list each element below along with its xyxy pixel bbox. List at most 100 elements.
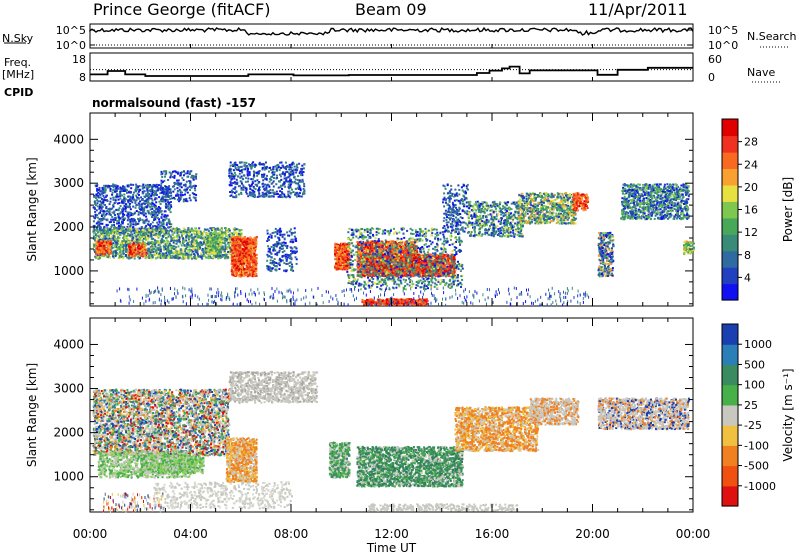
power-cell <box>124 186 126 188</box>
power-cell <box>229 184 231 186</box>
power-cell <box>102 201 104 203</box>
power-cell <box>270 189 272 191</box>
power-cell <box>303 185 305 187</box>
power-cell <box>146 237 148 239</box>
power-cell <box>272 250 274 252</box>
power-cell <box>98 224 100 226</box>
power-cell <box>107 229 109 231</box>
power-cell <box>219 246 221 248</box>
power-cell <box>258 193 260 195</box>
power-cell <box>179 230 181 232</box>
power-cell <box>148 212 150 214</box>
power-cell <box>241 233 243 235</box>
power-cell <box>110 198 112 200</box>
power-cell <box>170 201 172 203</box>
power-cell <box>121 244 123 246</box>
power-cell <box>299 172 301 174</box>
power-cell <box>185 231 187 233</box>
power-cell <box>252 161 254 163</box>
power-cell <box>101 253 103 255</box>
power-cell <box>297 193 299 195</box>
power-cell <box>192 238 194 240</box>
power-cell <box>231 184 233 186</box>
power-cell <box>149 203 151 205</box>
power-cell <box>289 230 291 232</box>
power-cell <box>270 169 272 171</box>
power-cell <box>98 212 100 214</box>
power-cell <box>291 189 293 191</box>
power-cell <box>97 205 99 207</box>
power-cell <box>95 197 97 199</box>
power-cell <box>258 182 260 184</box>
power-cell <box>118 199 120 201</box>
power-cell <box>123 245 125 247</box>
power-cell <box>177 199 179 201</box>
power-cell <box>164 246 166 248</box>
power-cell <box>130 192 132 194</box>
power-cell <box>204 238 206 240</box>
power-cell <box>303 167 305 169</box>
power-cell <box>180 248 182 250</box>
power-cell <box>233 169 235 171</box>
power-cell <box>245 162 247 164</box>
power-cell <box>119 251 121 253</box>
power-cell <box>123 196 125 198</box>
power-cell <box>263 163 265 165</box>
power-cell <box>117 188 119 190</box>
power-cell <box>275 183 277 185</box>
power-cell <box>239 271 241 273</box>
power-cell <box>195 199 197 201</box>
power-cell <box>233 188 235 190</box>
power-cell <box>235 249 237 251</box>
power-cell <box>181 177 183 179</box>
power-cell <box>96 202 98 204</box>
power-cell <box>194 236 196 238</box>
power-cell <box>111 194 113 196</box>
power-cell <box>180 242 182 244</box>
power-cell <box>181 252 183 254</box>
power-cell <box>167 199 169 201</box>
power-cell <box>248 163 250 165</box>
power-cell <box>119 230 121 232</box>
power-cell <box>251 166 253 168</box>
power-cell <box>137 243 139 245</box>
power-cell <box>165 248 167 250</box>
power-cell <box>160 222 162 224</box>
power-cell <box>138 253 140 255</box>
power-cell <box>160 203 162 205</box>
power-cell <box>187 170 189 172</box>
power-cell <box>237 175 239 177</box>
power-cell <box>160 225 162 227</box>
power-cell <box>109 221 111 223</box>
power-cell <box>215 256 217 258</box>
power-cell <box>189 189 191 191</box>
power-cell <box>180 196 182 198</box>
power-cell <box>249 185 251 187</box>
power-cell <box>234 264 236 266</box>
power-cell <box>268 192 270 194</box>
power-cell <box>236 233 238 235</box>
power-cell <box>148 242 150 244</box>
power-cell <box>102 251 104 253</box>
power-cell <box>148 248 150 250</box>
power-cell <box>163 171 165 173</box>
power-cell <box>106 210 108 212</box>
power-cell <box>125 208 127 210</box>
power-cell <box>155 246 157 248</box>
power-cell <box>198 248 200 250</box>
power-cell <box>253 165 255 167</box>
power-cell <box>141 253 143 255</box>
power-cell <box>133 198 135 200</box>
power-cell <box>241 161 243 163</box>
power-cell <box>97 238 99 240</box>
power-cell <box>235 243 237 245</box>
power-cell <box>241 229 243 231</box>
power-cell <box>289 191 291 193</box>
power-cell <box>142 199 144 201</box>
power-cell <box>229 191 231 193</box>
power-cell <box>100 190 102 192</box>
power-cell <box>225 235 227 237</box>
power-cell <box>137 234 139 236</box>
power-cell <box>171 248 173 250</box>
power-cell <box>159 207 161 209</box>
